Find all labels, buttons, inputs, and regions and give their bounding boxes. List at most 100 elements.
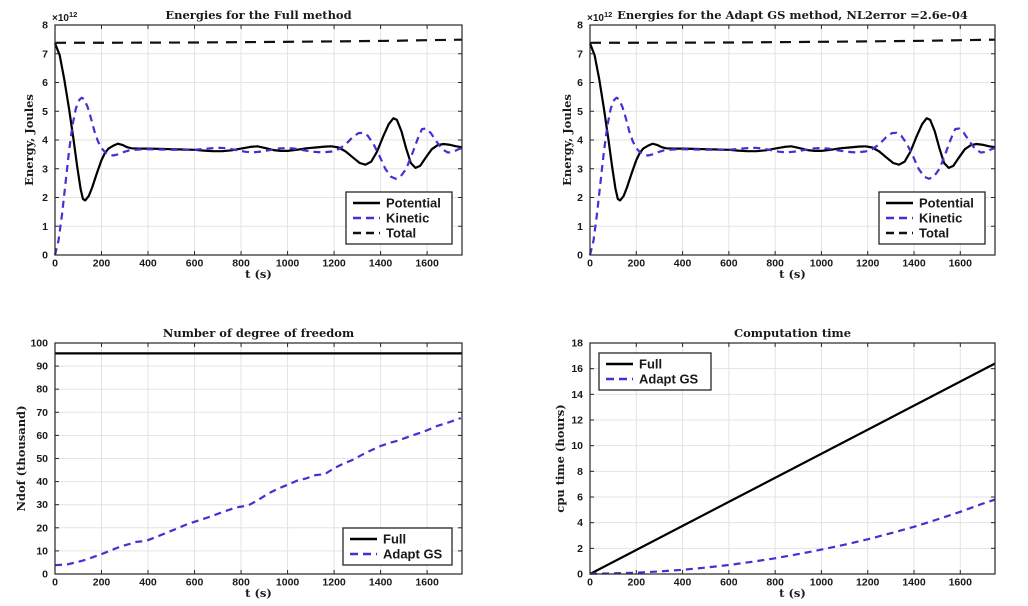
legend-box: [878, 191, 986, 245]
svg-text:1000: 1000: [276, 577, 300, 589]
series-group: [54, 38, 463, 256]
y-axis-exponent-label: ×1012: [52, 10, 77, 24]
svg-text:1000: 1000: [810, 258, 834, 270]
legend-label-kinetic: Kinetic: [919, 211, 962, 226]
svg-text:1600: 1600: [415, 258, 439, 270]
series-potential-line: [589, 43, 996, 202]
tick-marks: [54, 24, 462, 256]
series-total-line: [589, 38, 996, 44]
svg-text:12: 12: [571, 415, 583, 427]
svg-text:600: 600: [186, 258, 204, 270]
svg-text:2: 2: [42, 192, 48, 204]
tick-marks: [589, 342, 995, 575]
svg-text:0: 0: [577, 569, 583, 581]
series-group: [54, 352, 462, 567]
chart-title: Computation time: [734, 326, 851, 340]
grid-lines: [590, 25, 995, 255]
axes-box: [589, 342, 996, 575]
svg-text:1400: 1400: [902, 258, 926, 270]
svg-text:1400: 1400: [902, 577, 926, 589]
series-kinetic-line: [54, 96, 463, 256]
chart-panel-energies-adapt-gs: 0 200 400 600 800 1000 1200 1400 1600 0 1 2 3 4 5 6 7 8 ×1…: [514, 0, 1028, 303]
svg-text:5: 5: [42, 106, 48, 118]
svg-text:4: 4: [577, 517, 583, 529]
svg-text:1200: 1200: [322, 258, 346, 270]
tick-marks: [54, 342, 462, 575]
svg-text:600: 600: [186, 577, 204, 589]
chart-panel-computation-time: 0 200 400 600 800 1000 1200 1400 1600 0 2 4 6 8 10 12 14…: [514, 303, 1028, 606]
svg-text:6: 6: [42, 77, 48, 89]
svg-text:8: 8: [42, 20, 48, 32]
svg-text:0: 0: [52, 577, 58, 589]
y-axis-exponent-label: ×1012: [587, 10, 612, 24]
chart-panel-ndof: 0 200 400 600 800 1000 1200 1400 1600 0 10 20 30 40 50…: [0, 303, 514, 606]
series-potential-line: [54, 42, 463, 202]
tick-marks: [589, 24, 995, 256]
svg-text:1200: 1200: [856, 258, 880, 270]
svg-text:6: 6: [577, 492, 583, 504]
svg-text:0: 0: [42, 569, 48, 581]
svg-text:18: 18: [571, 338, 583, 350]
chart-energies-full: 0 200 400 600 800 1000 1200 1400 1600 0 1 2 3 4 5 6 7 8 ×1…: [0, 0, 514, 303]
x-tick-labels: 0 200 400 600 800 1000 1200 1400 1600: [52, 258, 439, 270]
svg-text:1600: 1600: [949, 577, 973, 589]
y-tick-labels: 0 1 2 3 4 5 6 7 8: [577, 20, 583, 262]
svg-text:60: 60: [36, 430, 48, 442]
x-axis-label: t (s): [779, 267, 806, 281]
chart-ndof: 0 200 400 600 800 1000 1200 1400 1600 0 10 20 30 40 50…: [0, 303, 514, 606]
svg-text:80: 80: [36, 384, 48, 396]
series-group: [589, 362, 996, 575]
svg-text:1: 1: [42, 221, 48, 233]
y-tick-labels: 0 10 20 30 40 50 60 70 80 90 100: [30, 338, 48, 581]
chart-title: Energies for the Adapt GS method, NL2err…: [617, 8, 968, 22]
series-adapt-gs-line: [54, 417, 462, 567]
series-kinetic-line: [589, 96, 996, 256]
legend-label-potential: Potential: [919, 196, 974, 211]
svg-text:14: 14: [571, 389, 583, 401]
y-axis-label: cpu time (hours): [553, 404, 567, 512]
svg-text:800: 800: [766, 258, 784, 270]
svg-text:1000: 1000: [276, 258, 300, 270]
svg-text:400: 400: [139, 577, 157, 589]
svg-text:100: 100: [30, 338, 48, 350]
svg-text:70: 70: [36, 407, 48, 419]
svg-text:1: 1: [577, 221, 583, 233]
svg-text:2: 2: [577, 192, 583, 204]
legend-box: [342, 527, 453, 566]
svg-text:800: 800: [232, 577, 250, 589]
svg-text:8: 8: [577, 466, 583, 478]
svg-text:1200: 1200: [322, 577, 346, 589]
x-tick-labels: 0 200 400 600 800 1000 1200 1400 1600: [52, 577, 439, 589]
svg-text:200: 200: [93, 258, 111, 270]
svg-text:0: 0: [587, 258, 593, 270]
series-total-line: [54, 38, 463, 44]
chart-panel-energies-full: 0 200 400 600 800 1000 1200 1400 1600 0 1 2 3 4 5 6 7 8 ×1…: [0, 0, 514, 303]
legend-label-total: Total: [386, 226, 416, 241]
svg-text:16: 16: [571, 363, 583, 375]
legend-box: [598, 352, 712, 391]
chart-title: Number of degree of freedom: [163, 326, 354, 340]
series-full-line: [589, 362, 996, 575]
x-tick-labels: 0 200 400 600 800 1000 1200 1400 1600: [587, 577, 972, 589]
svg-text:0: 0: [587, 577, 593, 589]
svg-text:0: 0: [52, 258, 58, 270]
legend-label-kinetic: Kinetic: [386, 211, 429, 226]
legend-label-total: Total: [919, 226, 949, 241]
svg-text:4: 4: [42, 135, 48, 147]
svg-text:7: 7: [42, 48, 48, 60]
plot-background: [514, 0, 1028, 303]
svg-text:50: 50: [36, 453, 48, 465]
svg-text:40: 40: [36, 476, 48, 488]
svg-text:200: 200: [93, 577, 111, 589]
svg-text:1200: 1200: [856, 577, 880, 589]
series-adapt-gs-line: [589, 498, 996, 575]
svg-text:1400: 1400: [369, 577, 393, 589]
legend-label-full: Full: [383, 532, 406, 547]
svg-text:6: 6: [577, 77, 583, 89]
svg-text:4: 4: [577, 135, 583, 147]
x-axis-label: t (s): [245, 586, 272, 600]
